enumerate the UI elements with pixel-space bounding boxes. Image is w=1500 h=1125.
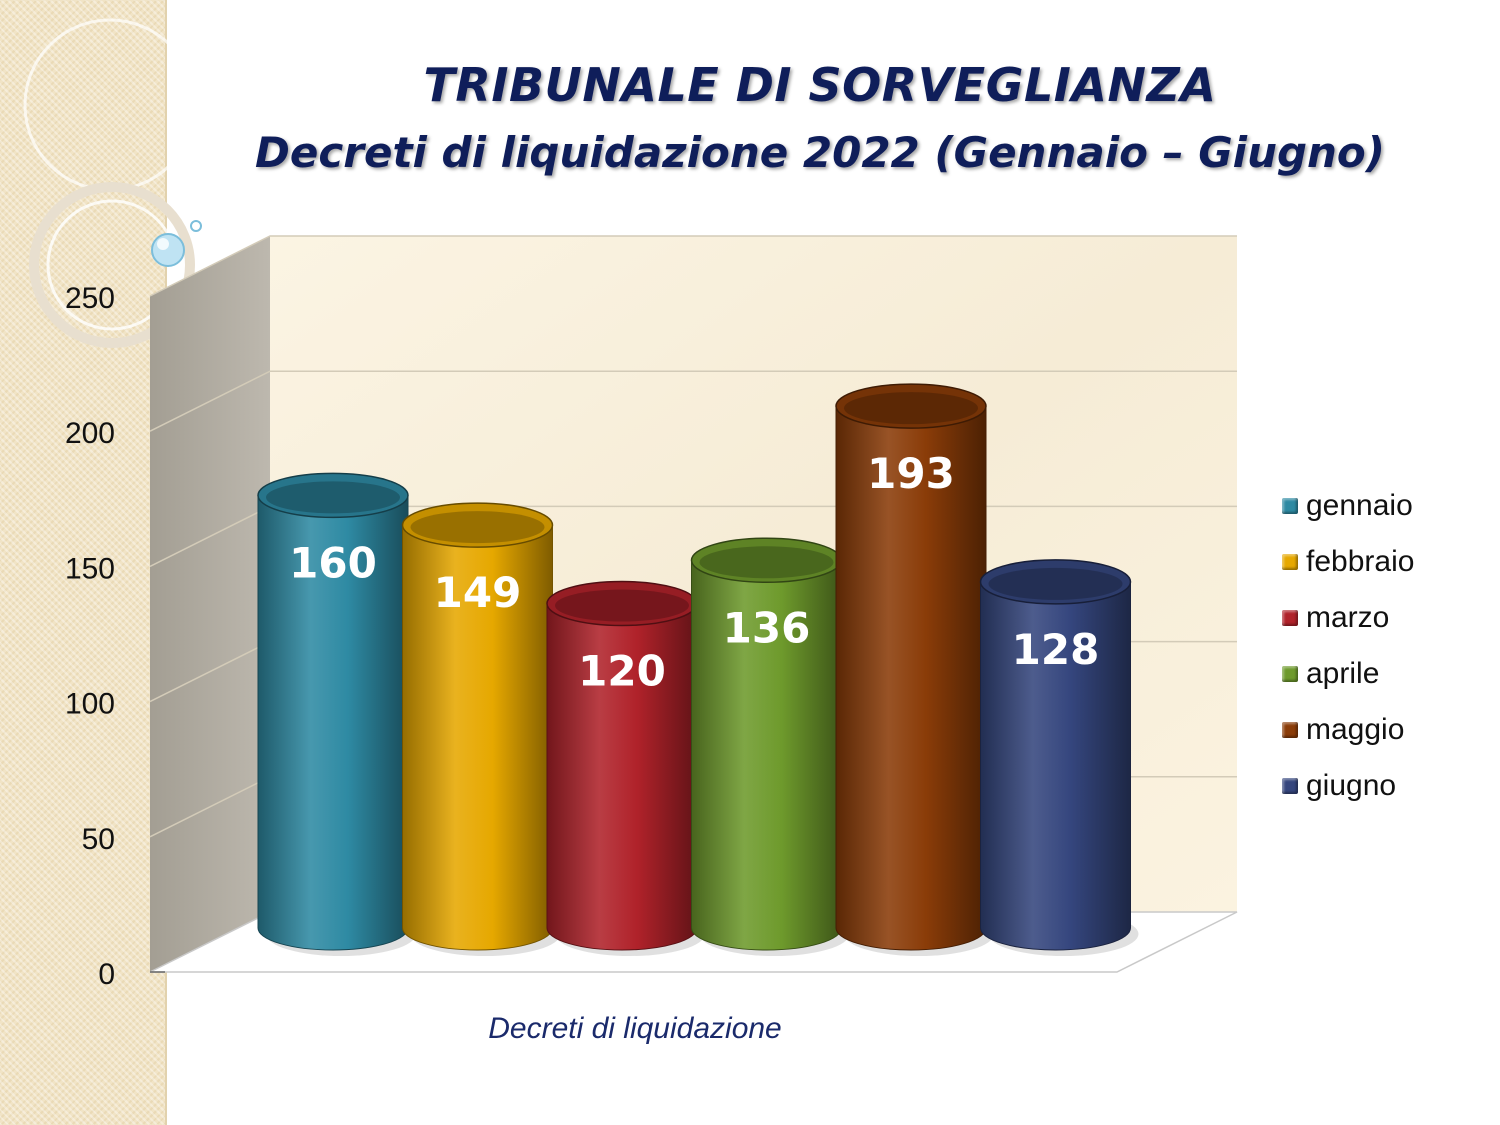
x-axis-label: Decreti di liquidazione (488, 1012, 782, 1045)
legend-label: gennaio (1306, 489, 1413, 522)
data-label: 120 (578, 647, 666, 696)
gridline (149, 235, 1237, 297)
legend-item-maggio: maggio (1282, 702, 1414, 758)
legend-label: maggio (1306, 713, 1405, 746)
bar-aprile: 136 (690, 537, 850, 956)
legend-label: giugno (1306, 769, 1397, 802)
bar-giugno: 128 (979, 559, 1139, 956)
y-tick-label: 100 (65, 688, 115, 721)
legend-swatch (1282, 498, 1298, 514)
data-label: 149 (434, 568, 522, 617)
bar-maggio: 193 (835, 383, 994, 956)
legend-swatch (1282, 666, 1298, 682)
gridline (149, 370, 1237, 432)
legend-item-giugno: giugno (1282, 758, 1414, 814)
chart-title: TRIBUNALE DI SORVEGLIANZA (423, 58, 1217, 112)
data-label: 193 (867, 449, 955, 498)
bar-gennaio: 160 (257, 472, 416, 956)
legend-item-gennaio: gennaio (1282, 478, 1414, 534)
data-label: 128 (1012, 625, 1100, 674)
decorative-circles (23, 18, 202, 348)
legend-swatch (1282, 722, 1298, 738)
legend-label: marzo (1306, 601, 1390, 634)
y-tick-label: 250 (65, 282, 115, 315)
chart-subtitle: Decreti di liquidazione 2022 (Gennaio – … (255, 128, 1385, 177)
bar-febbraio: 149 (401, 502, 561, 956)
y-tick-label: 200 (65, 417, 115, 450)
y-tick-label: 50 (82, 823, 115, 856)
chart-legend: gennaio febbraio marzo aprile maggio giugno (1282, 478, 1414, 814)
y-tick-label: 0 (98, 958, 115, 991)
chart-side-wall (150, 236, 270, 972)
y-tick-label: 150 (65, 552, 115, 585)
bar-marzo: 120 (546, 580, 705, 956)
data-label: 136 (723, 603, 811, 652)
legend-item-aprile: aprile (1282, 646, 1414, 702)
legend-label: aprile (1306, 657, 1380, 690)
legend-swatch (1282, 610, 1298, 626)
legend-swatch (1282, 778, 1298, 794)
legend-label: febbraio (1306, 545, 1415, 578)
legend-item-marzo: marzo (1282, 590, 1414, 646)
legend-item-febbraio: febbraio (1282, 534, 1414, 590)
legend-swatch (1282, 554, 1298, 570)
data-label: 160 (289, 538, 377, 587)
